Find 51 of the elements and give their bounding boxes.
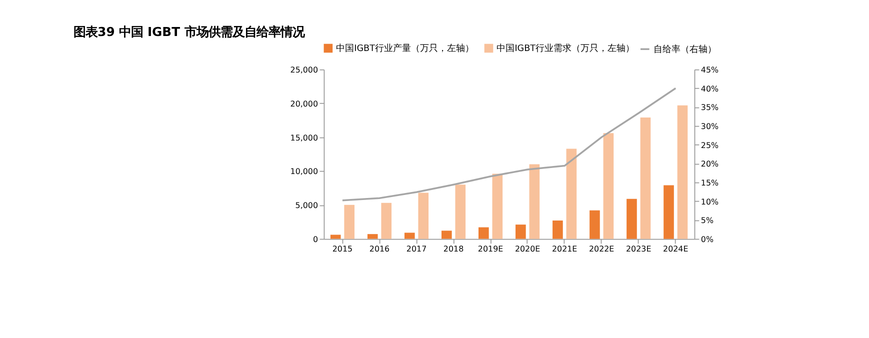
bar — [492, 174, 503, 239]
bar — [664, 185, 674, 239]
y-tick-label: 5,000 — [295, 201, 318, 210]
bar — [478, 227, 489, 239]
bar — [516, 224, 526, 239]
bar — [330, 234, 341, 239]
text: 图表39 中国 IGBT 市场供需及自给率情况 — [74, 24, 306, 39]
bar — [381, 202, 392, 239]
x-tick-label: 2024E — [663, 244, 688, 254]
bar — [640, 118, 651, 239]
bar — [441, 230, 452, 239]
bar — [566, 148, 577, 239]
bar — [418, 192, 429, 239]
line-series — [342, 87, 677, 202]
x-tick-label: 2018 — [443, 244, 464, 254]
legend-label: 中国IGBT行业需求（万只，左轴） — [496, 42, 635, 54]
bar — [590, 210, 600, 239]
y2-tick-label: 40% — [700, 84, 720, 94]
y2-tick-label: 35% — [700, 103, 720, 112]
bar — [455, 184, 466, 239]
y2-tick-label: 15% — [700, 178, 720, 188]
y2-tick-label: 45% — [700, 66, 720, 75]
x-tick-label: 2016 — [369, 244, 390, 254]
legend-label: 中国IGBT行业产量（万只，左轴） — [336, 42, 474, 54]
x-tick-label: 2017 — [406, 244, 427, 254]
y-tick-label: 10,000 — [290, 167, 318, 176]
y2-tick-label: 25% — [700, 140, 720, 150]
y2-tick-label: 0% — [700, 234, 714, 244]
x-tick-label: 2022E — [588, 244, 614, 254]
y2-tick-label: 20% — [700, 160, 720, 169]
bar — [626, 198, 637, 239]
bar — [552, 220, 563, 239]
bar — [344, 204, 355, 239]
bar — [404, 232, 415, 239]
y-tick-label: 0 — [312, 234, 318, 244]
x-tick-label: 2023E — [626, 244, 652, 254]
x-tick-label: 2021E — [552, 244, 578, 254]
bar — [677, 105, 688, 239]
x-tick-label: 2020E — [514, 244, 540, 254]
y2-tick-label: 5% — [700, 216, 714, 226]
bar — [367, 234, 378, 239]
y-tick-label: 20,000 — [290, 99, 318, 108]
y2-tick-label: 10% — [700, 197, 720, 206]
y-tick-label: 25,000 — [290, 66, 318, 75]
y-tick-label: 15,000 — [290, 133, 318, 142]
y2-tick-label: 30% — [700, 122, 720, 131]
x-tick-label: 2019E — [478, 244, 504, 254]
x-tick-label: 2015 — [332, 244, 353, 254]
bar — [529, 164, 540, 239]
legend-label: 自给率（右轴） — [654, 44, 717, 55]
bar — [603, 133, 614, 239]
